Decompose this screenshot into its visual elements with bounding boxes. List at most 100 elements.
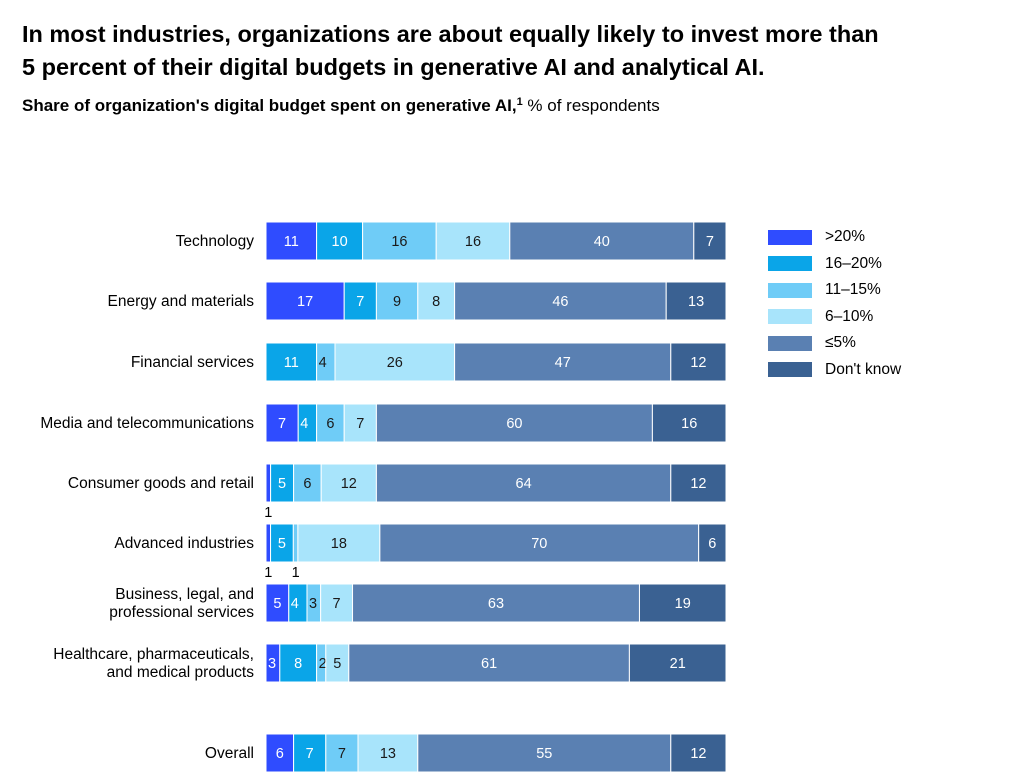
data-label: 7 <box>278 416 286 432</box>
bar-segment-overall-5 <box>417 733 672 773</box>
data-label: 16 <box>391 234 407 250</box>
chart-subtitle: Share of organization's digital budget s… <box>22 96 660 116</box>
data-label: 13 <box>688 294 704 310</box>
data-label: 9 <box>393 294 401 310</box>
data-label: 61 <box>481 656 497 672</box>
data-label: 3 <box>268 656 276 672</box>
footnote-marker: 1 <box>516 96 523 108</box>
data-label: 5 <box>273 596 281 612</box>
data-label: 7 <box>356 294 364 310</box>
legend-item-5: ≤5% <box>768 330 901 357</box>
legend-swatch <box>768 256 812 272</box>
subtitle-main: Share of organization's digital budget s… <box>22 96 517 115</box>
legend-swatch <box>768 309 812 325</box>
data-label: 26 <box>387 355 403 371</box>
bar-segment-technology-don-t-know <box>693 221 727 261</box>
data-label: 7 <box>356 416 364 432</box>
category-label-line: and medical products <box>107 664 255 681</box>
bar-segment-healthcare-pharmaceuticals-and-medical-products-16-20 <box>279 643 318 683</box>
legend-label: 16–20% <box>825 254 882 272</box>
legend-swatch <box>768 335 812 351</box>
data-label: 7 <box>706 234 714 250</box>
category-label-energy-and-materials: Energy and materials <box>108 293 255 310</box>
category-label-line: Advanced industries <box>114 535 254 552</box>
legend-item-16-20: 16–20% <box>768 251 901 278</box>
category-label-overall: Overall <box>205 745 254 762</box>
data-label: 8 <box>294 656 302 672</box>
bar-segment-advanced-industries-don-t-know <box>698 523 727 563</box>
category-label-advanced-industries: Advanced industries <box>114 535 254 552</box>
legend-swatch <box>768 362 812 378</box>
data-label: 21 <box>670 656 686 672</box>
data-label: 12 <box>690 355 706 371</box>
category-label-line: Healthcare, pharmaceuticals, <box>53 646 254 663</box>
bar-segment-healthcare-pharmaceuticals-and-medical-products-5 <box>348 643 630 683</box>
bar-segment-media-and-telecommunications-don-t-know <box>651 403 727 443</box>
data-label: 1 <box>264 565 272 581</box>
category-label-healthcare-pharmaceuticals-and-medical-products: Healthcare, pharmaceuticals, and medical … <box>53 646 254 681</box>
bar-segment-healthcare-pharmaceuticals-and-medical-products-don-t-know <box>628 643 727 683</box>
data-label: 16 <box>681 416 697 432</box>
bar-segment-consumer-goods-and-retail-11-15 <box>293 463 322 503</box>
bar-segment-advanced-industries-20 <box>265 523 272 563</box>
bar-segment-overall-16-20 <box>293 733 327 773</box>
data-label: 7 <box>338 746 346 762</box>
category-label-consumer-goods-and-retail: Consumer goods and retail <box>68 475 254 492</box>
category-label-line: Consumer goods and retail <box>68 475 254 492</box>
bar-segment-consumer-goods-and-retail-20 <box>265 463 272 503</box>
bar-segment-energy-and-materials-20 <box>265 281 345 321</box>
data-label: 11 <box>284 355 299 371</box>
bar-segment-advanced-industries-6-10 <box>297 523 381 563</box>
bar-segment-business-legal-and-professional-services-6-10 <box>320 583 354 623</box>
data-label: 46 <box>552 294 568 310</box>
data-label: 19 <box>675 596 691 612</box>
category-label-line: Media and telecommunications <box>40 415 254 432</box>
data-label: 6 <box>326 416 334 432</box>
bar-segment-energy-and-materials-don-t-know <box>665 281 727 321</box>
data-label: 18 <box>331 536 347 552</box>
category-label-line: Energy and materials <box>108 293 255 310</box>
data-label: 1 <box>264 505 272 521</box>
bar-segment-consumer-goods-and-retail-don-t-know <box>670 463 727 503</box>
data-label: 64 <box>516 476 532 492</box>
data-label: 7 <box>306 746 314 762</box>
bar-segment-technology-6-10 <box>435 221 511 261</box>
bar-segment-energy-and-materials-11-15 <box>375 281 419 321</box>
bar-segment-media-and-telecommunications-6-10 <box>343 403 377 443</box>
bar-segment-media-and-telecommunications-11-15 <box>316 403 345 443</box>
data-label: 60 <box>506 416 522 432</box>
data-label: 2 <box>319 656 327 672</box>
legend-label: >20% <box>825 228 866 246</box>
data-label: 1 <box>292 565 300 581</box>
bar-segment-media-and-telecommunications-20 <box>265 403 299 443</box>
category-label-line: Financial services <box>131 354 254 371</box>
data-label: 4 <box>319 355 327 371</box>
bar-segment-consumer-goods-and-retail-5 <box>375 463 672 503</box>
bar-segment-consumer-goods-and-retail-6-10 <box>320 463 377 503</box>
bar-segment-overall-don-t-know <box>670 733 727 773</box>
subtitle-unit: % of respondents <box>522 96 660 115</box>
data-label: 10 <box>332 234 348 250</box>
data-label: 63 <box>488 596 504 612</box>
data-label: 4 <box>300 416 308 432</box>
chart-legend: >20% 16–20% 11–15% 6–10% ≤5% Don't know <box>768 224 901 383</box>
chart-headline: In most industries, organizations are ab… <box>22 18 982 84</box>
bar-segment-media-and-telecommunications-5 <box>375 403 653 443</box>
data-label: 8 <box>432 294 440 310</box>
data-label: 6 <box>708 536 716 552</box>
data-label: 3 <box>309 596 317 612</box>
data-label: 5 <box>278 536 286 552</box>
legend-item-20: >20% <box>768 224 901 251</box>
legend-label: Don't know <box>825 360 902 378</box>
data-label: 17 <box>297 294 313 310</box>
data-label: 12 <box>341 476 357 492</box>
category-label-technology: Technology <box>176 233 255 250</box>
category-label-business-legal-and-professional-services: Business, legal, and professional service… <box>109 586 254 621</box>
bar-segment-financial-services-don-t-know <box>670 342 727 382</box>
data-label: 12 <box>690 476 706 492</box>
data-label: 6 <box>276 746 284 762</box>
bar-segment-financial-services-16-20 <box>265 342 318 382</box>
data-label: 4 <box>291 596 299 612</box>
bar-segment-business-legal-and-professional-services-5 <box>352 583 640 623</box>
